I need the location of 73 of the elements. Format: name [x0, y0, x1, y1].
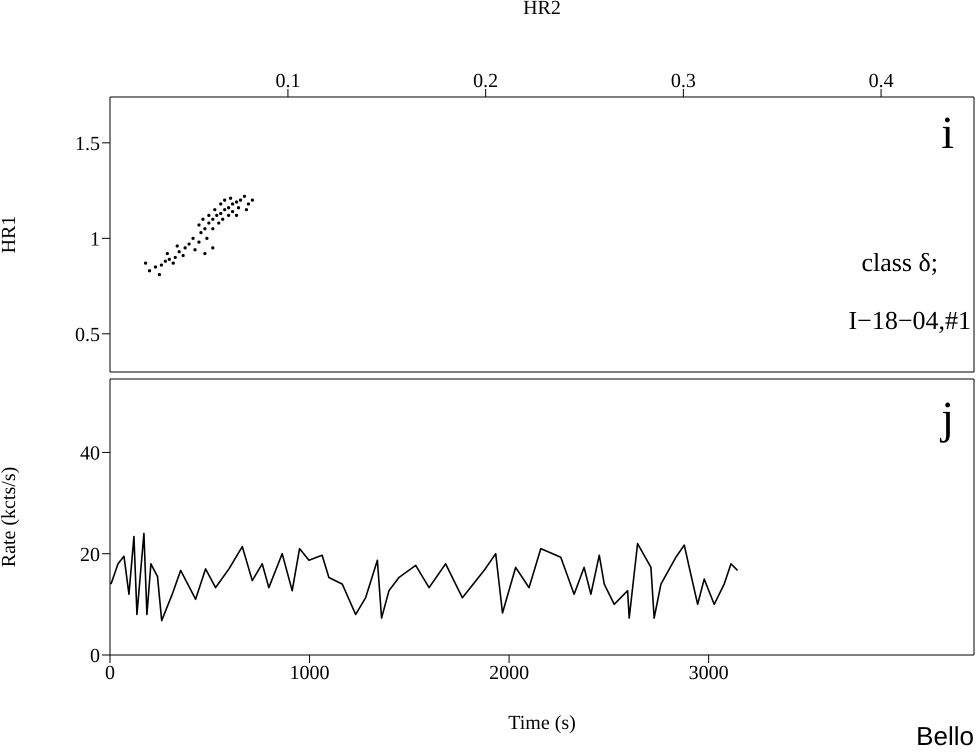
- point: [176, 244, 179, 248]
- point: [203, 252, 206, 256]
- point: [184, 246, 187, 250]
- point: [144, 262, 148, 265]
- y-tick-label: 0.5: [75, 324, 100, 346]
- y-axis-title: Rate (kcts/s): [0, 466, 20, 568]
- y-tick-label: 0: [90, 645, 100, 668]
- x-tick-label: 1000: [290, 662, 330, 684]
- point: [221, 218, 224, 221]
- point: [244, 208, 248, 212]
- point: [213, 208, 216, 212]
- point: [236, 206, 240, 210]
- point: [182, 254, 185, 258]
- point: [168, 258, 171, 261]
- annotation: I−18−04,#1: [848, 306, 971, 335]
- point: [242, 194, 246, 198]
- point: [238, 198, 242, 202]
- x-tick-label: 3000: [688, 662, 729, 684]
- point: [234, 214, 238, 218]
- point: [207, 214, 210, 218]
- point: [219, 202, 222, 206]
- point: [211, 227, 214, 230]
- point: [193, 248, 197, 252]
- y-tick-label: 20: [80, 544, 100, 566]
- point: [160, 263, 164, 267]
- x-tick-label: 0.4: [868, 70, 894, 92]
- point: [211, 246, 214, 250]
- point: [148, 269, 152, 272]
- annotation: class δ;: [861, 248, 938, 277]
- point: [154, 265, 158, 269]
- point: [172, 262, 175, 265]
- point: [229, 196, 232, 200]
- point: [205, 236, 208, 240]
- point: [230, 202, 234, 206]
- point: [166, 252, 169, 256]
- point: [201, 218, 205, 221]
- x-tick-label: 0.1: [275, 70, 300, 92]
- x-axis-title: HR2: [523, 0, 561, 20]
- point: [223, 208, 226, 212]
- point: [164, 260, 167, 263]
- point: [217, 221, 220, 225]
- point: [174, 256, 177, 260]
- point: [234, 200, 238, 204]
- point: [211, 218, 214, 221]
- x-axis-title: Time (s): [508, 712, 576, 734]
- y-axis-title: HR1: [0, 216, 20, 254]
- point: [250, 198, 254, 202]
- point: [197, 223, 201, 227]
- y-tick-label: 40: [80, 442, 100, 465]
- point: [227, 206, 230, 210]
- annotation: j: [941, 392, 954, 443]
- point: [187, 242, 191, 246]
- point: [219, 212, 222, 216]
- x-tick-label: 2000: [489, 662, 530, 684]
- point: [203, 227, 206, 230]
- point: [215, 214, 218, 218]
- point: [230, 210, 234, 214]
- point: [158, 273, 162, 276]
- point: [197, 240, 201, 244]
- y-tick-label: 1: [90, 228, 100, 250]
- point: [246, 202, 250, 206]
- point: [227, 214, 230, 218]
- point: [223, 198, 226, 202]
- annotation: i: [941, 107, 954, 158]
- point: [191, 236, 195, 240]
- text: Bello: [916, 721, 974, 751]
- y-tick-label: 1.5: [75, 132, 100, 155]
- x-tick-label: 0.3: [670, 70, 696, 92]
- x-tick-label: 0: [105, 662, 115, 684]
- point: [178, 250, 181, 254]
- point: [199, 230, 203, 234]
- x-tick-label: 0.2: [473, 70, 498, 92]
- point: [207, 221, 210, 225]
